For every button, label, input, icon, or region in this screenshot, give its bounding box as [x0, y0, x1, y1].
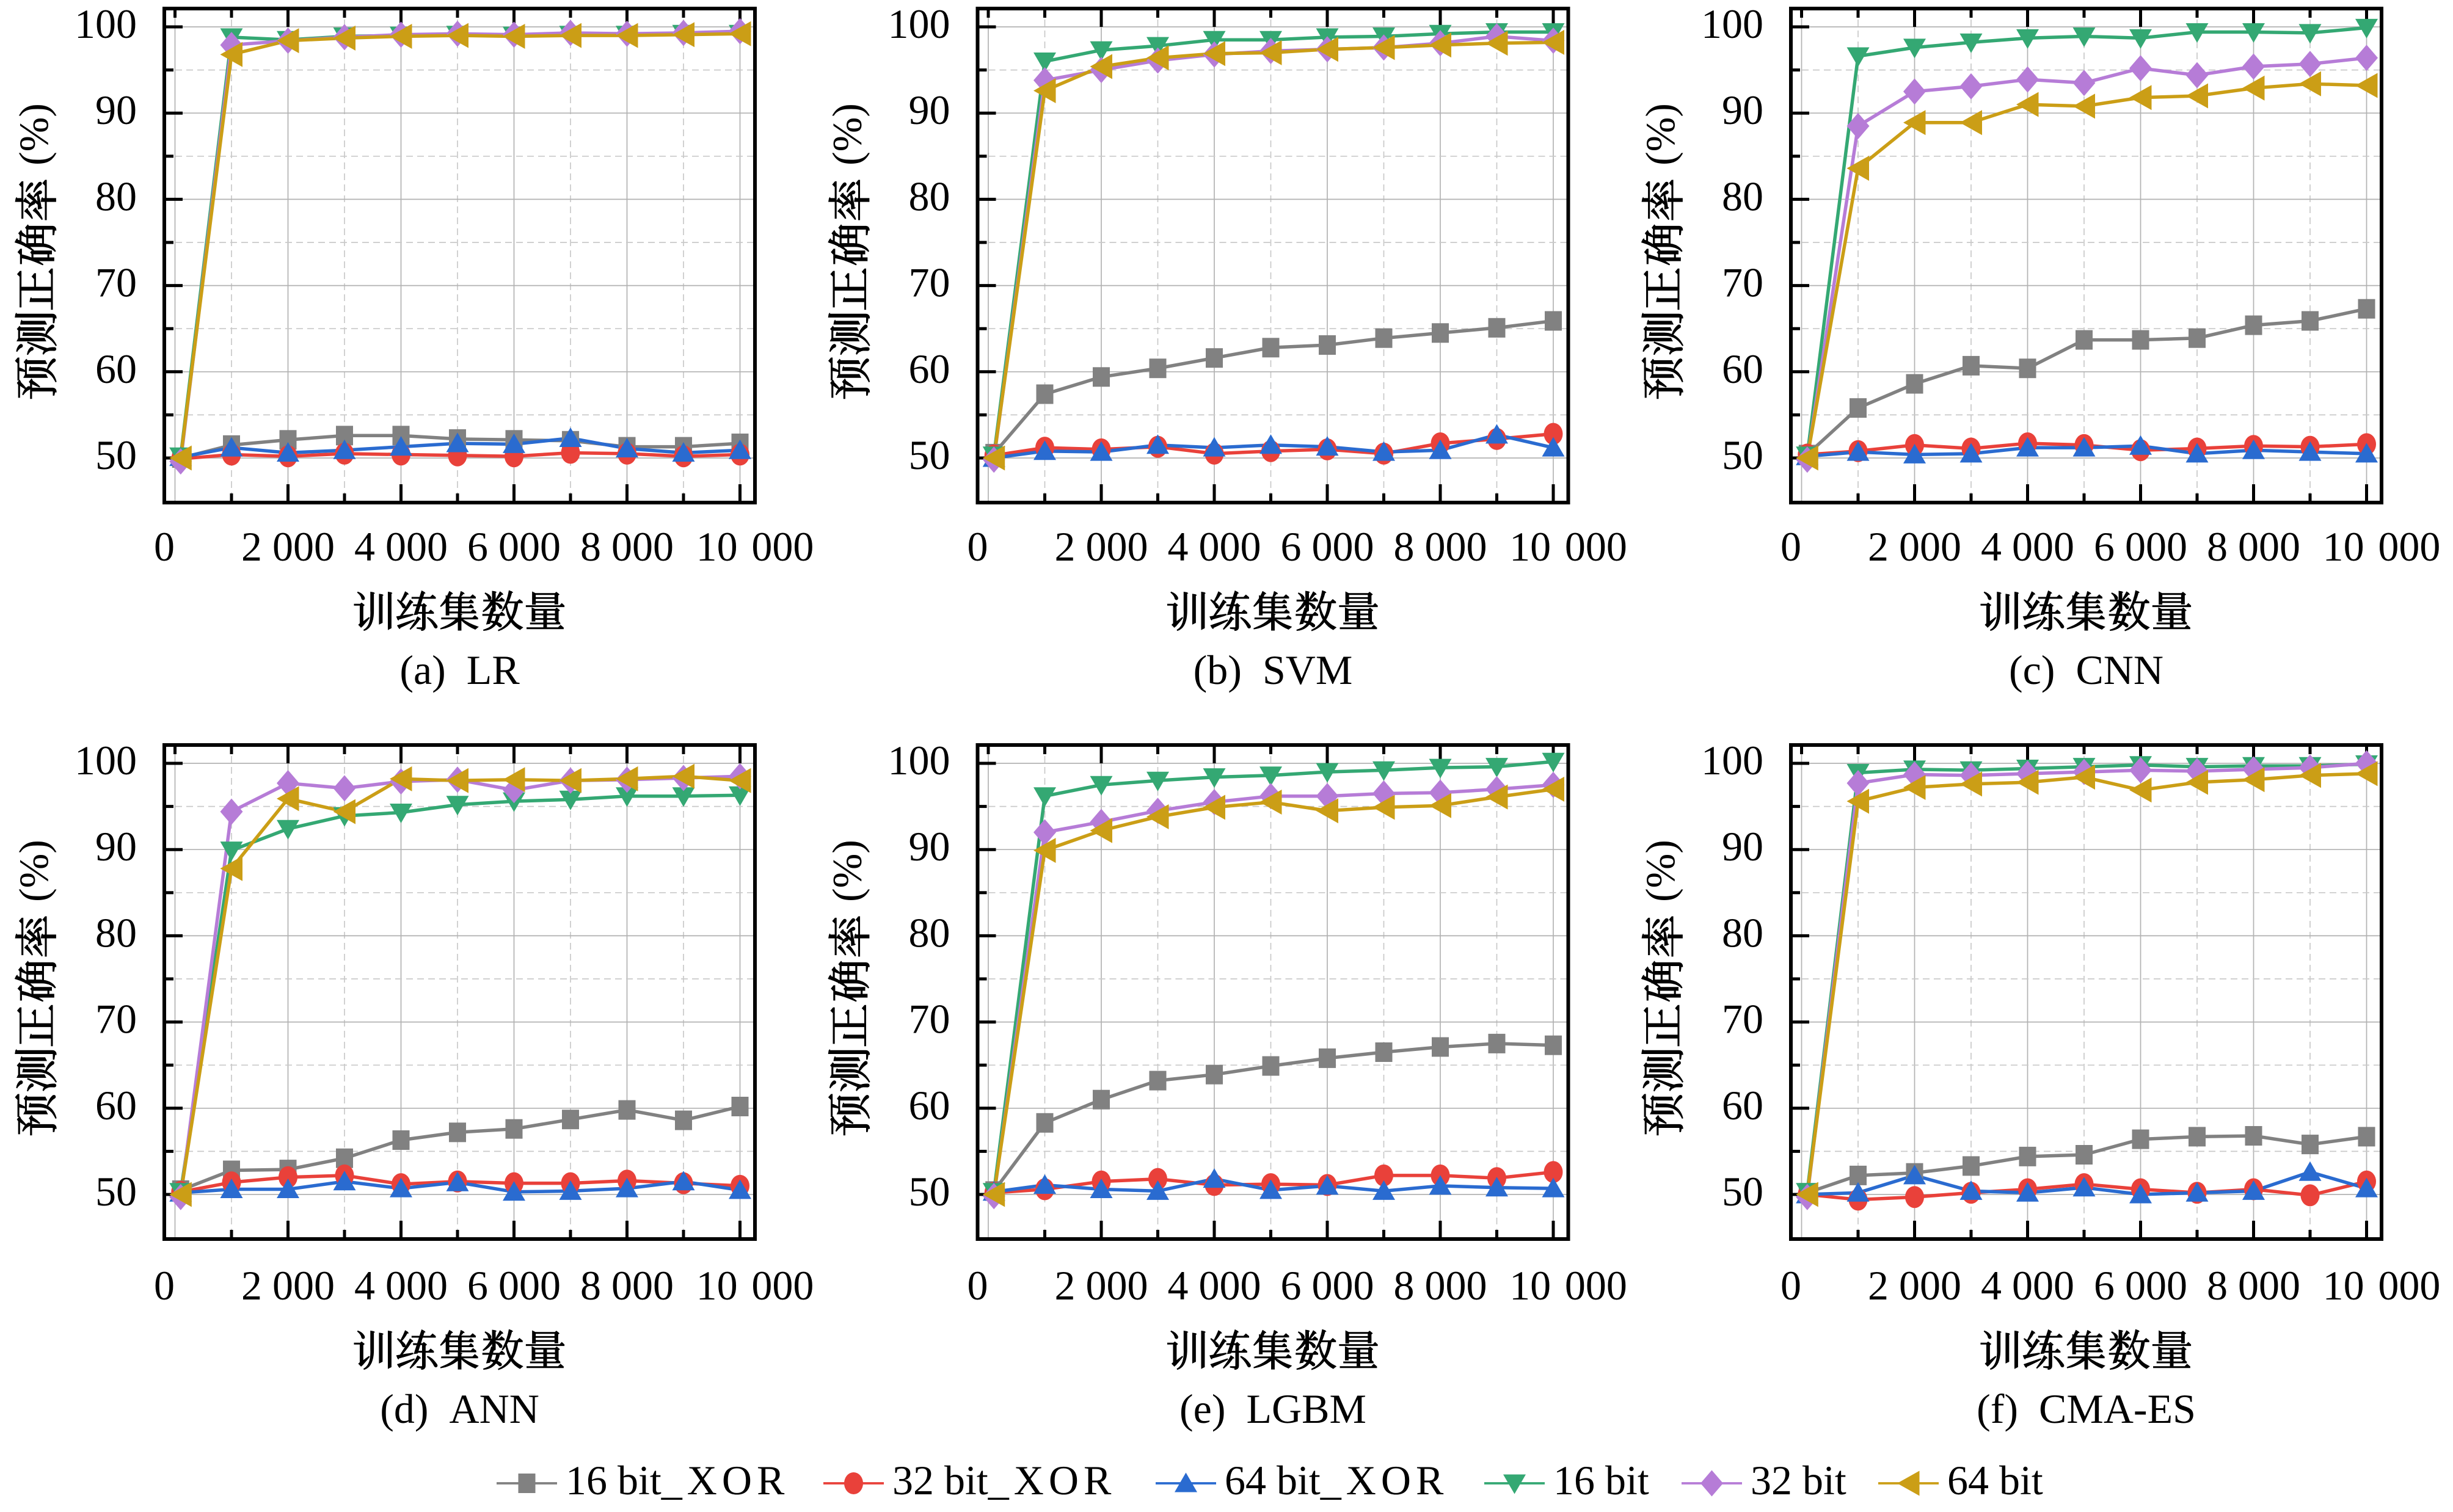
svg-text:6 000: 6 000 — [1281, 523, 1374, 570]
svg-text:(%): (%) — [1637, 840, 1683, 902]
svg-text:0: 0 — [154, 1262, 175, 1309]
svg-text:8 000: 8 000 — [1394, 1262, 1487, 1309]
svg-text:80: 80 — [1722, 909, 1763, 956]
svg-text:2 000: 2 000 — [1055, 1262, 1148, 1309]
svg-text:32 bit: 32 bit — [1751, 1457, 1846, 1503]
svg-text:0: 0 — [968, 1262, 988, 1309]
svg-text:(%): (%) — [1637, 103, 1683, 165]
svg-text:0: 0 — [1781, 1262, 1801, 1309]
svg-text:(b) SVM: (b) SVM — [1194, 647, 1353, 693]
svg-text:80: 80 — [95, 173, 137, 219]
svg-text:90: 90 — [95, 87, 137, 133]
svg-text:4 000: 4 000 — [1168, 1262, 1261, 1309]
svg-text:50: 50 — [909, 432, 950, 478]
svg-text:70: 70 — [95, 260, 137, 306]
svg-text:10 000: 10 000 — [696, 523, 814, 570]
svg-text:100: 100 — [1701, 737, 1763, 783]
svg-text:4 000: 4 000 — [354, 1262, 448, 1309]
svg-text:6 000: 6 000 — [467, 523, 561, 570]
svg-text:100: 100 — [75, 737, 137, 783]
svg-text:50: 50 — [909, 1168, 950, 1215]
svg-text:4 000: 4 000 — [1981, 1262, 2074, 1309]
svg-text:64 bit: 64 bit — [1947, 1457, 2043, 1503]
svg-text:(%): (%) — [824, 840, 870, 902]
svg-text:(e) LGBM: (e) LGBM — [1179, 1386, 1366, 1432]
svg-text:70: 70 — [909, 260, 950, 306]
svg-text:50: 50 — [95, 1168, 137, 1215]
svg-text:10 000: 10 000 — [696, 1262, 814, 1309]
svg-text:100: 100 — [888, 1, 950, 47]
svg-text:64 bit_XOR: 64 bit_XOR — [1225, 1457, 1448, 1503]
svg-text:100: 100 — [75, 1, 137, 47]
svg-text:(%): (%) — [824, 103, 870, 165]
svg-text:50: 50 — [1722, 432, 1763, 478]
svg-text:(%): (%) — [10, 103, 57, 165]
svg-text:(d) ANN: (d) ANN — [380, 1386, 539, 1432]
svg-text:70: 70 — [1722, 996, 1763, 1042]
svg-text:10 000: 10 000 — [1509, 1262, 1627, 1309]
svg-text:2 000: 2 000 — [1055, 523, 1148, 570]
svg-text:70: 70 — [1722, 260, 1763, 306]
svg-text:16 bit_XOR: 16 bit_XOR — [566, 1457, 789, 1503]
svg-text:4 000: 4 000 — [1981, 523, 2074, 570]
svg-text:60: 60 — [1722, 346, 1763, 392]
svg-text:32 bit_XOR: 32 bit_XOR — [892, 1457, 1116, 1503]
svg-text:60: 60 — [95, 1082, 137, 1129]
svg-text:6 000: 6 000 — [1281, 1262, 1374, 1309]
svg-text:90: 90 — [1722, 823, 1763, 870]
svg-text:70: 70 — [909, 996, 950, 1042]
svg-text:(%): (%) — [10, 840, 57, 902]
svg-text:2 000: 2 000 — [1868, 1262, 1961, 1309]
svg-text:90: 90 — [909, 87, 950, 133]
svg-text:(c) CNN: (c) CNN — [2009, 647, 2163, 693]
svg-text:8 000: 8 000 — [580, 1262, 674, 1309]
svg-text:50: 50 — [1722, 1168, 1763, 1215]
svg-text:90: 90 — [95, 823, 137, 870]
svg-text:4 000: 4 000 — [1168, 523, 1261, 570]
svg-text:70: 70 — [95, 996, 137, 1042]
svg-text:100: 100 — [1701, 1, 1763, 47]
svg-text:60: 60 — [909, 1082, 950, 1129]
svg-text:60: 60 — [909, 346, 950, 392]
svg-text:2 000: 2 000 — [241, 523, 335, 570]
svg-text:100: 100 — [888, 737, 950, 783]
svg-text:90: 90 — [909, 823, 950, 870]
svg-text:16 bit: 16 bit — [1553, 1457, 1649, 1503]
svg-text:6 000: 6 000 — [2094, 523, 2187, 570]
svg-text:(a) LR: (a) LR — [399, 647, 520, 693]
svg-text:6 000: 6 000 — [467, 1262, 561, 1309]
svg-text:2 000: 2 000 — [241, 1262, 335, 1309]
svg-text:8 000: 8 000 — [2207, 1262, 2300, 1309]
svg-text:90: 90 — [1722, 87, 1763, 133]
svg-text:80: 80 — [909, 173, 950, 219]
svg-text:60: 60 — [95, 346, 137, 392]
svg-text:10 000: 10 000 — [2323, 1262, 2441, 1309]
svg-text:6 000: 6 000 — [2094, 1262, 2187, 1309]
svg-text:50: 50 — [95, 432, 137, 478]
svg-text:0: 0 — [968, 523, 988, 570]
svg-text:8 000: 8 000 — [2207, 523, 2300, 570]
svg-text:80: 80 — [95, 909, 137, 956]
svg-text:0: 0 — [154, 523, 175, 570]
svg-text:10 000: 10 000 — [1509, 523, 1627, 570]
svg-text:8 000: 8 000 — [1394, 523, 1487, 570]
svg-text:8 000: 8 000 — [580, 523, 674, 570]
svg-text:10 000: 10 000 — [2323, 523, 2441, 570]
svg-text:80: 80 — [1722, 173, 1763, 219]
svg-text:4 000: 4 000 — [354, 523, 448, 570]
svg-text:0: 0 — [1781, 523, 1801, 570]
svg-text:80: 80 — [909, 909, 950, 956]
svg-text:(f) CMA-ES: (f) CMA-ES — [1977, 1386, 2196, 1432]
svg-text:60: 60 — [1722, 1082, 1763, 1129]
svg-text:2 000: 2 000 — [1868, 523, 1961, 570]
